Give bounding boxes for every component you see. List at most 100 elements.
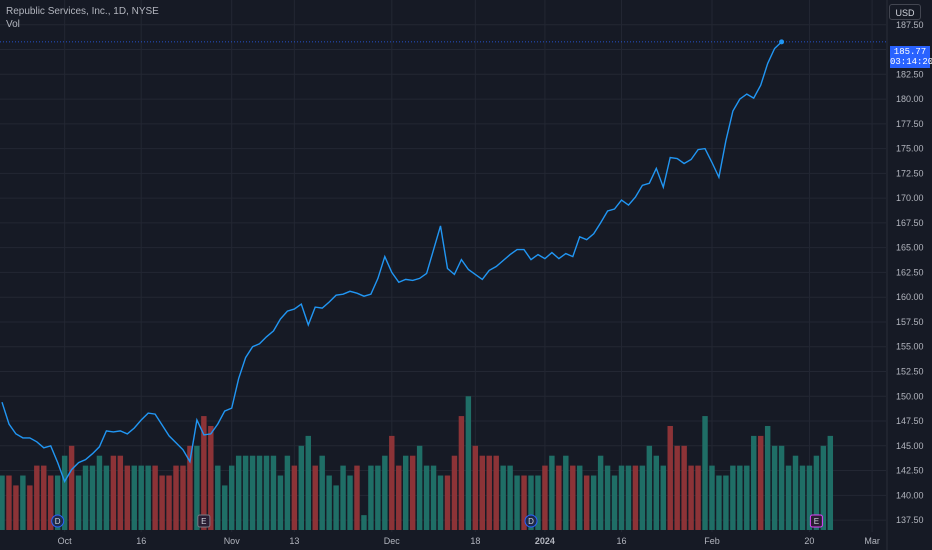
volume-bar [389,435,395,530]
volume-bar [180,465,186,530]
price-tick-label: 162.50 [896,267,924,277]
volume-bar [0,475,5,530]
volume-bar [744,465,750,530]
volume-bar [632,465,639,530]
volume-bar [34,465,40,530]
time-tick-label: Mar [864,536,880,546]
volume-bar [416,445,423,530]
volume-bar [597,455,604,530]
volume-bar [799,465,806,530]
volume-bar [639,465,646,530]
volume-bar [145,465,151,530]
time-tick-label: 18 [470,536,480,546]
volume-bar [409,455,416,530]
last-price-badge: 185.77 03:14:20 [890,46,932,68]
volume-bar [305,435,311,530]
volume-bar [61,455,68,530]
volume-bar [730,465,736,530]
time-tick-label: Nov [224,536,241,546]
price-tick-label: 175.00 [896,144,924,154]
volume-bar [493,455,499,530]
symbol-title[interactable]: Republic Services, Inc., 1D, NYSE [6,6,159,17]
price-tick-label: 142.50 [896,466,924,476]
time-tick-label: 20 [804,536,814,546]
price-tick-label: 187.50 [896,20,924,30]
volume-bar [41,465,47,530]
volume-bar [382,455,388,530]
volume-bar [444,475,451,530]
volume-bar [347,475,353,530]
event-marker-label: E [814,517,819,526]
volume-bar [681,445,687,530]
volume-bar [472,445,479,530]
volume-bar [688,465,694,530]
volume-indicator-label[interactable]: Vol [6,19,20,30]
time-tick-label: 16 [136,536,146,546]
event-marker-label: D [528,517,534,526]
volume-bar [222,485,228,530]
volume-bar [194,445,200,530]
time-tick-label: Oct [58,536,73,546]
price-tick-label: 140.00 [896,490,924,500]
volume-bar [486,455,492,530]
volume-bar [124,465,131,530]
volume-bar [228,465,235,530]
volume-bar [451,455,458,530]
price-tick-label: 145.00 [896,441,924,451]
volume-bar [771,445,778,530]
volume-bar [249,455,256,530]
volume-bar [208,425,214,530]
volume-bar [361,515,367,530]
volume-bar [716,475,722,530]
volume-bar [577,465,583,530]
time-tick-label: 2024 [535,536,555,546]
chart-legend: Republic Services, Inc., 1D, NYSE Vol [6,5,159,31]
event-marker-label: E [201,517,206,526]
volume-bar [166,475,172,530]
volume-bar [549,455,555,530]
volume-bar [152,465,158,530]
earnings-marker [809,514,823,528]
volume-bar [667,425,673,530]
volume-bar [437,475,444,530]
price-tick-label: 147.50 [896,416,924,426]
chart-grid [0,0,886,532]
volume-bar [625,465,632,530]
dividend-marker [524,514,538,528]
volume-bar [68,445,75,530]
volume-bar [430,465,437,530]
volume-bar [284,455,291,530]
volume-bar [242,455,249,530]
volume-bar [570,465,576,530]
volume-bar [542,465,548,530]
volume-bar [528,475,534,530]
volume-bar [646,445,653,530]
volume-bar [159,475,165,530]
currency-button[interactable]: USD [889,4,921,20]
price-tick-label: 167.50 [896,218,924,228]
volume-bar [514,475,520,530]
volume-bar [403,455,409,530]
volume-bar [465,396,472,530]
price-tick-label: 152.50 [896,366,924,376]
volume-bar [201,416,207,530]
volume-bar [173,465,179,530]
volume-bar [423,465,430,530]
volume-bar [479,455,485,530]
time-axis[interactable]: Oct 16 Nov 13 Dec 18 2024 16 Feb 20 Mar [58,536,880,546]
volume-bar [653,455,660,530]
volume-bars [0,396,834,530]
volume-bar [709,465,715,530]
price-axis[interactable]: 137.50 140.00 142.50 145.00 147.50 150.00 152.… [886,0,924,550]
volume-bar [326,475,332,530]
volume-bar [20,475,26,530]
volume-bar [89,465,96,530]
volume-bar [751,435,757,530]
volume-bar [757,435,764,530]
volume-bar [48,475,54,530]
volume-bar [792,455,799,530]
volume-bar [298,445,305,530]
volume-bar [117,455,124,530]
